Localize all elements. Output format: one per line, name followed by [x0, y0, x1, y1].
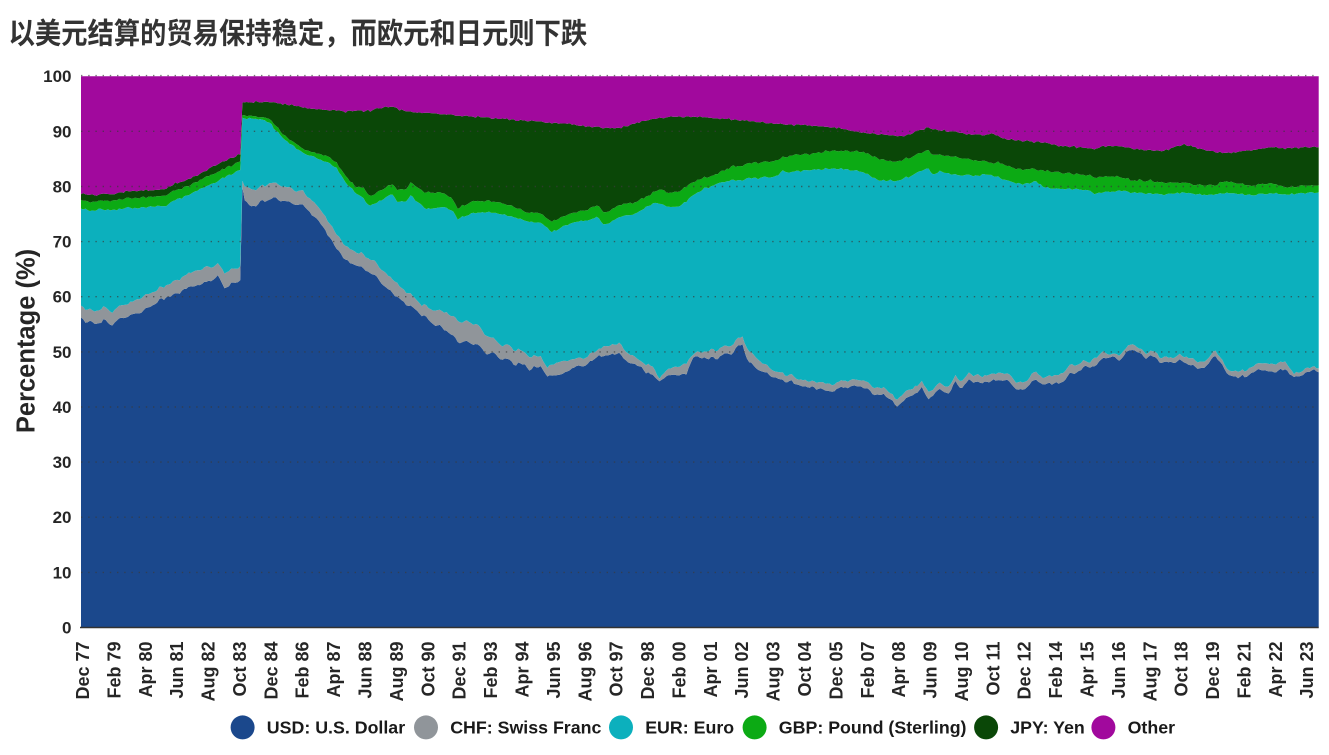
svg-text:Feb 21: Feb 21 [1235, 642, 1255, 699]
svg-text:Dec 91: Dec 91 [450, 642, 470, 700]
svg-text:Dec 05: Dec 05 [826, 642, 846, 700]
svg-text:Apr 22: Apr 22 [1266, 642, 1286, 698]
svg-text:Apr 01: Apr 01 [701, 642, 721, 698]
svg-text:JPY: Yen: JPY: Yen [1010, 717, 1084, 737]
svg-text:90: 90 [53, 122, 72, 141]
svg-text:Jun 16: Jun 16 [1109, 642, 1129, 699]
svg-text:Feb 93: Feb 93 [481, 642, 501, 699]
svg-text:Dec 12: Dec 12 [1015, 642, 1035, 700]
svg-text:Apr 87: Apr 87 [324, 642, 344, 698]
svg-text:40: 40 [53, 398, 72, 417]
svg-text:Dec 98: Dec 98 [638, 642, 658, 700]
svg-text:Feb 07: Feb 07 [858, 642, 878, 699]
svg-text:Jun 81: Jun 81 [167, 642, 187, 699]
svg-text:Aug 10: Aug 10 [952, 642, 972, 702]
svg-text:Jun 09: Jun 09 [921, 642, 941, 699]
svg-text:60: 60 [53, 288, 72, 307]
svg-text:EUR: Euro: EUR: Euro [645, 717, 734, 737]
svg-text:Other: Other [1128, 717, 1176, 737]
svg-text:0: 0 [62, 619, 71, 638]
svg-text:Aug 82: Aug 82 [199, 642, 219, 702]
svg-text:Dec 84: Dec 84 [261, 642, 281, 700]
svg-text:USD: U.S. Dollar: USD: U.S. Dollar [267, 717, 405, 737]
svg-text:Oct 18: Oct 18 [1172, 642, 1192, 697]
svg-text:Feb 86: Feb 86 [293, 642, 313, 699]
svg-text:Dec 19: Dec 19 [1203, 642, 1223, 700]
svg-text:70: 70 [53, 233, 72, 252]
svg-text:80: 80 [53, 178, 72, 197]
svg-text:Jun 23: Jun 23 [1297, 642, 1317, 699]
svg-text:Apr 08: Apr 08 [889, 642, 909, 698]
svg-text:Oct 97: Oct 97 [607, 642, 627, 697]
svg-text:Oct 04: Oct 04 [795, 642, 815, 697]
svg-text:Aug 17: Aug 17 [1140, 642, 1160, 702]
svg-text:Percentage (%): Percentage (%) [13, 249, 41, 433]
svg-text:100: 100 [43, 67, 71, 86]
svg-text:Feb 00: Feb 00 [669, 642, 689, 699]
svg-text:Jun 95: Jun 95 [544, 642, 564, 699]
svg-text:GBP: Pound (Sterling): GBP: Pound (Sterling) [779, 717, 967, 737]
svg-text:Apr 15: Apr 15 [1078, 642, 1098, 698]
svg-text:20: 20 [53, 508, 72, 527]
svg-text:Jun 02: Jun 02 [732, 642, 752, 699]
svg-text:Dec 77: Dec 77 [73, 642, 93, 700]
svg-text:CHF: Swiss Franc: CHF: Swiss Franc [450, 717, 601, 737]
svg-text:Oct 90: Oct 90 [418, 642, 438, 697]
svg-text:50: 50 [53, 343, 72, 362]
svg-text:Aug 89: Aug 89 [387, 642, 407, 702]
svg-text:Oct 83: Oct 83 [230, 642, 250, 697]
svg-text:Apr 94: Apr 94 [513, 642, 533, 698]
svg-text:Aug 03: Aug 03 [764, 642, 784, 702]
svg-text:Feb 14: Feb 14 [1046, 642, 1066, 699]
svg-text:10: 10 [53, 563, 72, 582]
svg-text:Jun 88: Jun 88 [356, 642, 376, 699]
svg-text:30: 30 [53, 453, 72, 472]
svg-text:Oct 11: Oct 11 [983, 642, 1003, 696]
svg-text:Apr 80: Apr 80 [136, 642, 156, 698]
svg-text:Aug 96: Aug 96 [575, 642, 595, 702]
svg-text:Feb 79: Feb 79 [104, 642, 124, 699]
